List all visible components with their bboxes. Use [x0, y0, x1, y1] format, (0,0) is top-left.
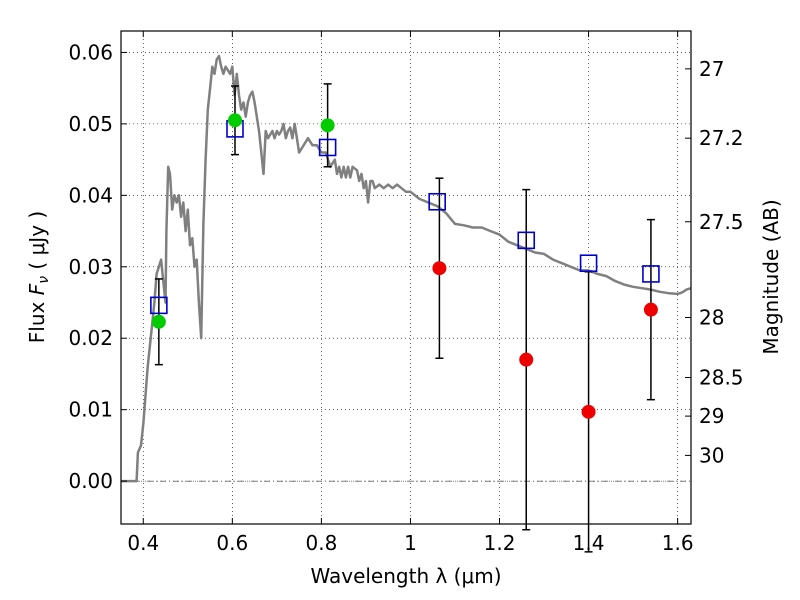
- x-tick-label: 0.8: [305, 531, 337, 555]
- y2-tick-label: 28: [699, 306, 724, 330]
- y-axis-label: Flux Fν ( μJy ): [25, 211, 52, 343]
- detected-point: [320, 118, 335, 133]
- y-axis-label-prefix: Flux: [25, 295, 49, 343]
- y2-tick-label: 27.5: [699, 210, 744, 234]
- y-tick-label: 0.06: [68, 40, 113, 64]
- y2-tick-label: 27.2: [699, 126, 744, 150]
- x-tick-label: 1: [404, 531, 417, 555]
- detected-point: [228, 113, 242, 128]
- y-tick-label: 0.02: [68, 326, 113, 350]
- model-photometry-square: [428, 192, 446, 211]
- plot-frame: [120, 30, 692, 525]
- model-photometry-square: [150, 296, 168, 315]
- x-tick-label: 1.6: [662, 531, 694, 555]
- model-photometry-square: [517, 231, 536, 250]
- y-tick-label: 0.01: [68, 398, 113, 422]
- detected-point: [151, 314, 166, 329]
- model-photometry-square: [642, 265, 660, 283]
- y-tick-label: 0.00: [68, 469, 113, 493]
- model-photometry-square: [318, 138, 337, 157]
- y-tick-label: 0.05: [68, 112, 113, 136]
- model-photometry-square: [579, 254, 598, 273]
- model-spectrum-line: [121, 54, 692, 483]
- x-tick-label: 1.4: [573, 531, 605, 555]
- y-tick-label: 0.04: [68, 183, 113, 207]
- series-layer: [121, 54, 692, 553]
- tick-marks: [121, 31, 691, 524]
- y2-tick-label: 29: [699, 404, 724, 428]
- y-tick-label: 0.03: [68, 255, 113, 279]
- y-axis-label-suffix: ( μJy ): [25, 211, 49, 276]
- y-axis-label-sub: ν: [36, 276, 52, 284]
- non-detected-point: [432, 261, 447, 276]
- y2-tick-label: 30: [699, 443, 724, 467]
- y-axis-label-var: F: [25, 283, 49, 295]
- y2-tick-label: 27: [699, 57, 724, 81]
- y2-tick-label: 28.5: [699, 366, 744, 390]
- x-tick-label: 0.4: [127, 531, 159, 555]
- non-detected-point: [581, 404, 596, 419]
- x-tick-label: 1.2: [484, 531, 516, 555]
- non-detected-point: [519, 352, 534, 367]
- y2-axis-label: Magnitude (AB): [759, 199, 783, 354]
- x-tick-label: 0.6: [216, 531, 248, 555]
- non-detected-point: [643, 302, 658, 317]
- x-axis-label: Wavelength λ (μm): [310, 564, 501, 588]
- grid-lines: [121, 31, 691, 524]
